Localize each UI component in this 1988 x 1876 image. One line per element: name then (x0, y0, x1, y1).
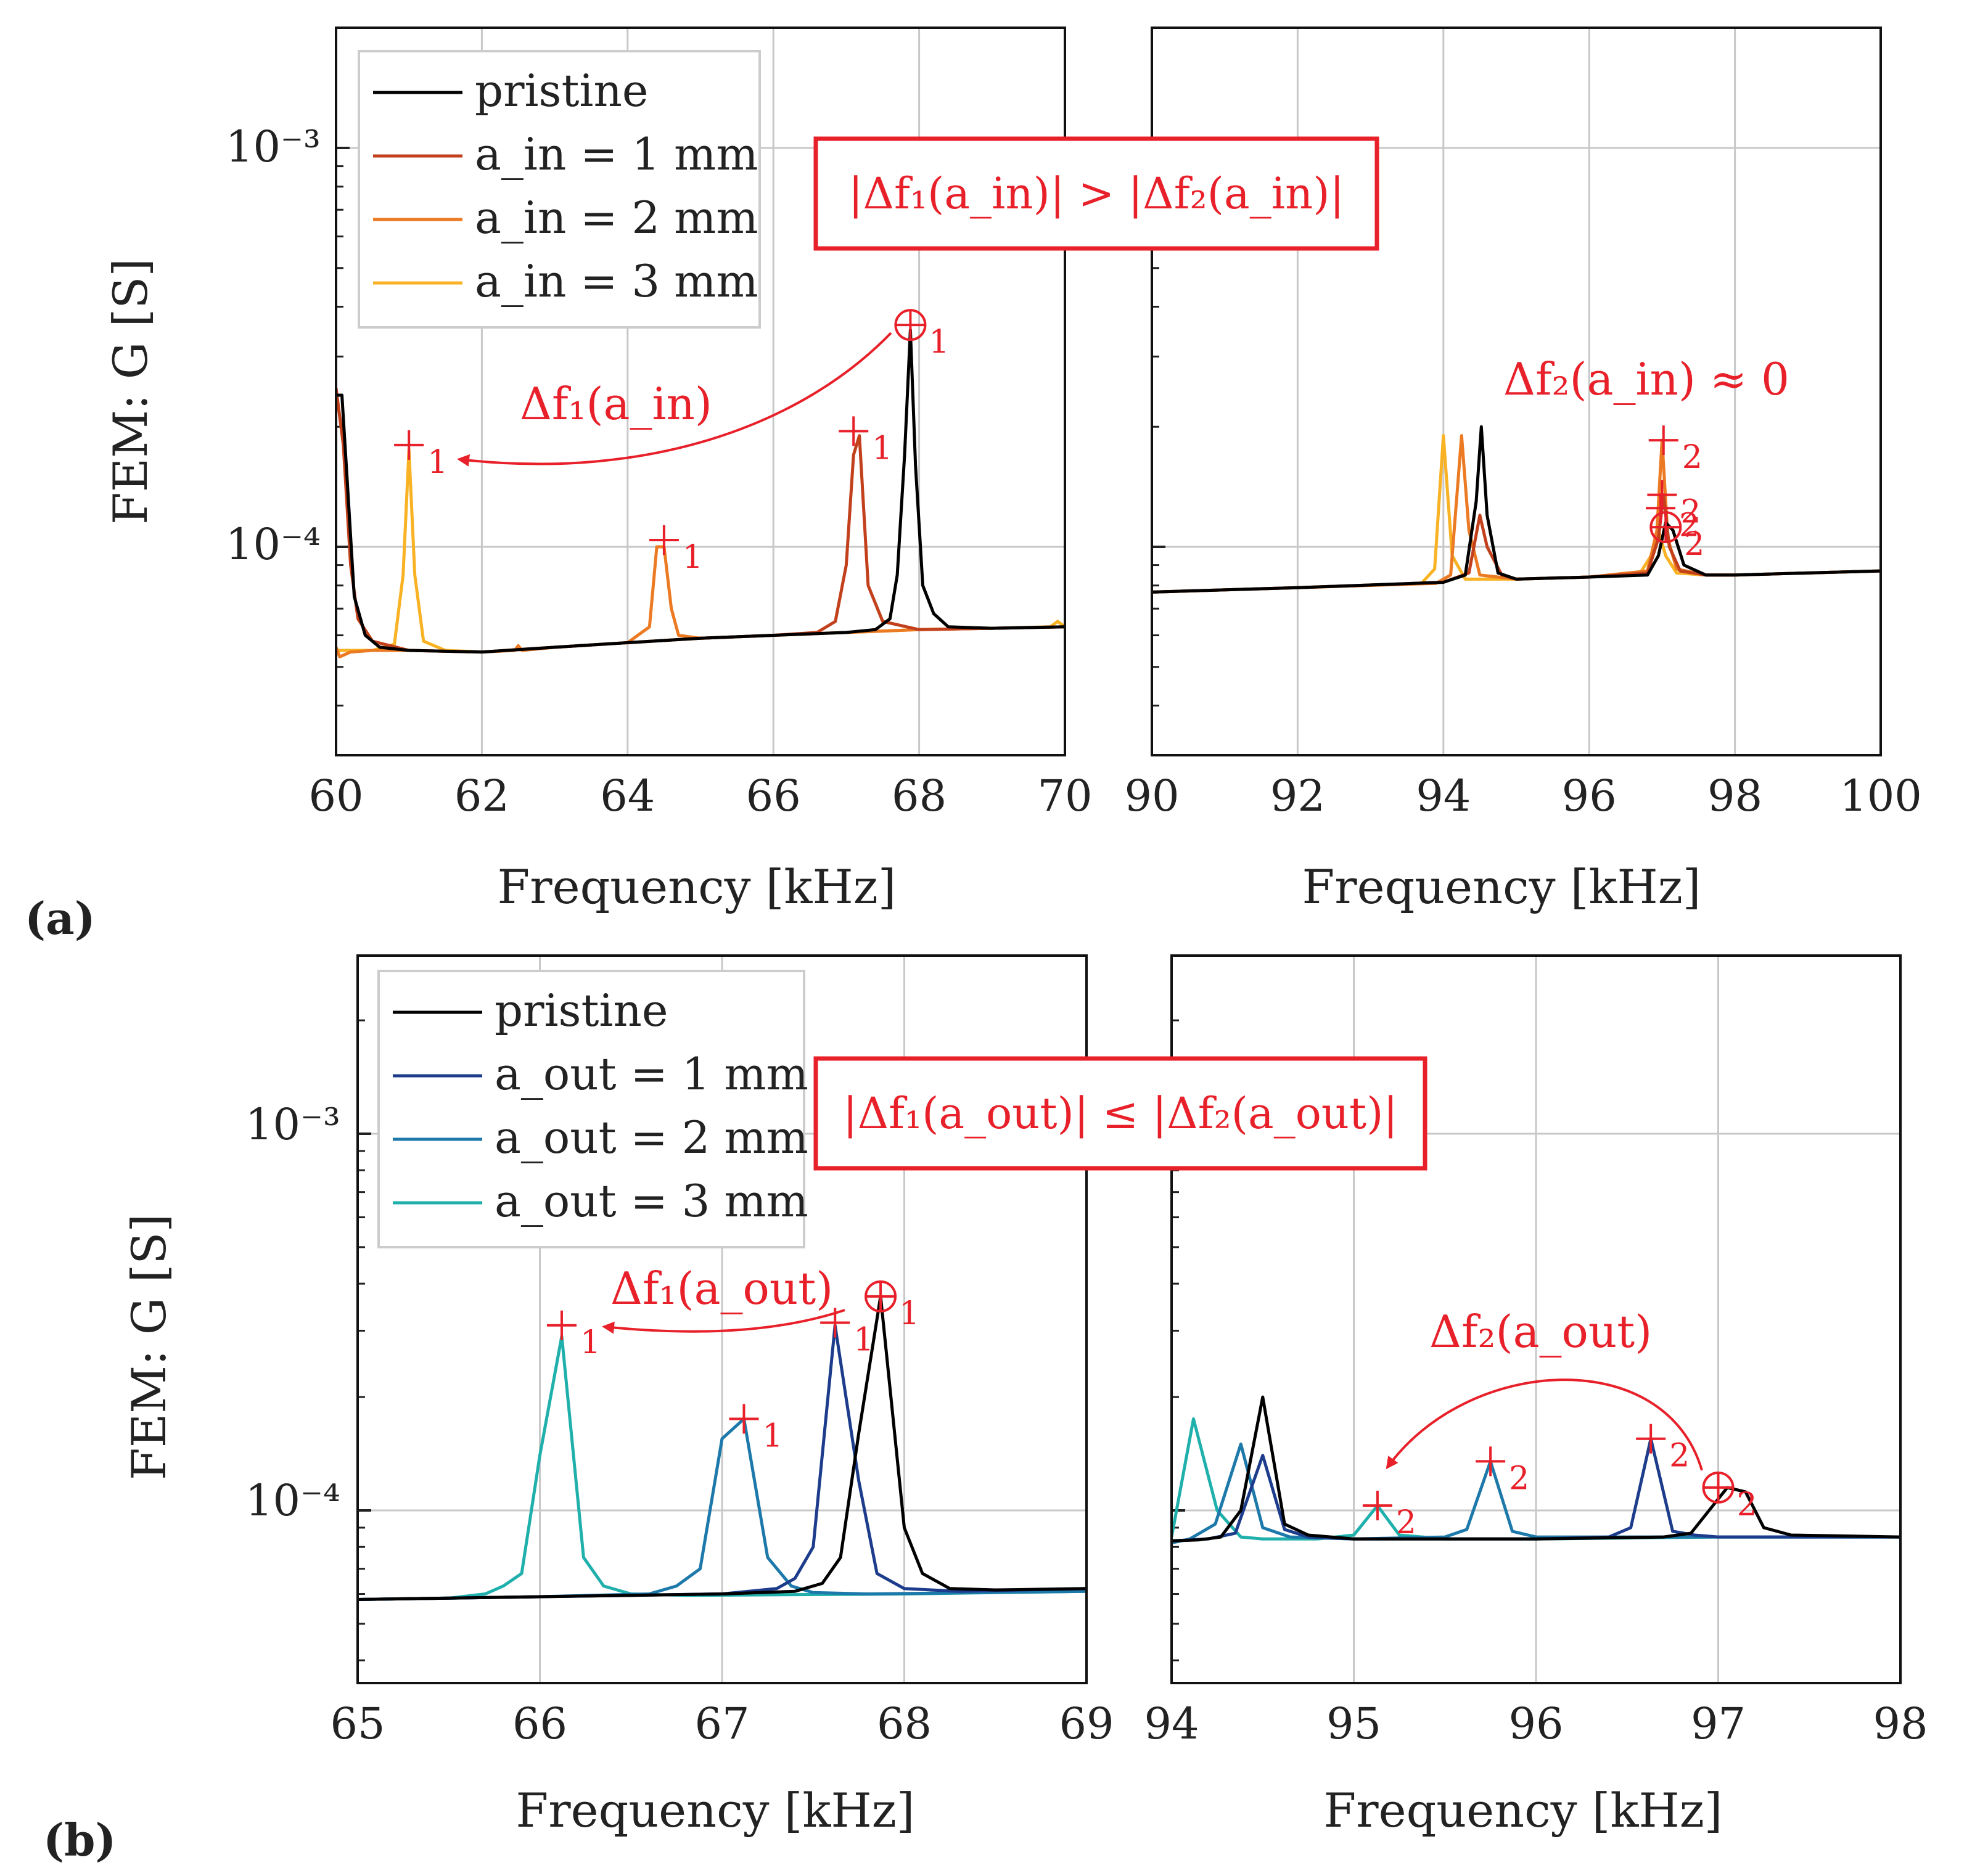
annotation-df1-out: Δf₁(a_out) (610, 1263, 833, 1314)
legend-a-item-1: a_in = 1 mm (475, 128, 758, 180)
peak-marker-label: 1 (899, 1295, 919, 1332)
series-line-a-in-2-mm (1152, 434, 1881, 594)
xtick-label: 97 (1691, 1698, 1746, 1749)
annotation-box-a: |Δf₁(a_in)| > |Δf₂(a_in)| (813, 136, 1379, 251)
xtick-label: 96 (1508, 1698, 1563, 1749)
ylabel-a: FEM: G [S] (103, 258, 158, 525)
peak-marker-label: 2 (1669, 1438, 1690, 1475)
annotation-df2-in: Δf₂(a_in) ≈ 0 (1503, 353, 1789, 405)
peak-marker-label: 2 (1737, 1486, 1757, 1523)
peak-marker-label: 2 (1396, 1504, 1416, 1541)
ytick-b-1e-4: 10⁻⁴ (245, 1475, 340, 1526)
xtick-label: 66 (746, 771, 801, 821)
xtick-label: 64 (600, 771, 655, 821)
series-line-a-in-3-mm (1152, 434, 1881, 594)
xtick-label: 94 (1144, 1698, 1199, 1749)
xlabel-a-right: Frequency [kHz] (1302, 859, 1701, 914)
xtick-label: 98 (1873, 1698, 1928, 1749)
peak-marker-label: 2 (1509, 1460, 1529, 1497)
xlabel-a-left: Frequency [kHz] (498, 859, 897, 914)
legend-a-item-0: pristine (475, 65, 648, 117)
xtick-label: 95 (1326, 1698, 1381, 1749)
legend-b-item-0: pristine (495, 985, 668, 1036)
peak-marker-label: 2 (1679, 507, 1699, 544)
peak-marker-label: 1 (853, 1322, 874, 1359)
xtick-label: 100 (1839, 771, 1922, 821)
legend-a-item-3: a_in = 3 mm (475, 255, 758, 307)
xtick-label: 94 (1416, 771, 1471, 821)
arrow-df2-out (1386, 1378, 1703, 1471)
legend-a: pristine a_in = 1 mm a_in = 2 mm a_in = … (358, 50, 761, 329)
svg-text:|Δf₁(a_in)| > |Δf₂(a_in)|: |Δf₁(a_in)| > |Δf₂(a_in)| (848, 168, 1344, 219)
ytick-a-1e-4: 10⁻⁴ (226, 519, 321, 570)
series-line-pristine (336, 328, 1065, 654)
xtick-label: 66 (512, 1698, 567, 1749)
xtick-label: 60 (308, 771, 363, 821)
plot-frame (356, 954, 1088, 1684)
series-line-pristine (1152, 425, 1881, 594)
xtick-label: 62 (454, 771, 509, 821)
ytick-b-1e-3: 10⁻³ (245, 1099, 340, 1150)
xtick-label: 67 (694, 1698, 749, 1749)
peak-marker-label: 1 (762, 1418, 782, 1455)
plot-frame (1151, 27, 1882, 756)
series-line-pristine (1172, 1395, 1900, 1542)
annotation-df1-in: Δf₁(a_in) (520, 378, 712, 430)
xlabel-b-left: Frequency [kHz] (516, 1783, 915, 1838)
peak-marker-label: 1 (427, 444, 448, 481)
svg-text:|Δf₁(a_out)| ≤ |Δf₂(a_out)|: |Δf₁(a_out)| ≤ |Δf₂(a_out)| (843, 1088, 1398, 1139)
xtick-label: 70 (1037, 771, 1092, 821)
xtick-label: 65 (330, 1698, 385, 1749)
panel-label-a: (a) (25, 892, 96, 944)
peak-marker-label: 1 (872, 430, 892, 467)
xtick-label: 69 (1059, 1698, 1114, 1749)
series-line-a-in-1-mm (1152, 493, 1881, 594)
peak-marker-label: 1 (929, 324, 949, 361)
ylabel-b: FEM: G [S] (121, 1214, 176, 1480)
plot-frame (335, 27, 1066, 756)
legend-a-item-2: a_in = 2 mm (475, 192, 758, 244)
xlabel-b-right: Frequency [kHz] (1324, 1783, 1723, 1838)
peak-marker-label: 1 (580, 1324, 601, 1361)
xtick-label: 90 (1124, 771, 1179, 821)
series-line-pristine (358, 1295, 1086, 1601)
plot-frame (1170, 954, 1902, 1684)
peak-marker-label: 2 (1682, 439, 1703, 476)
peak-marker-label: 2 (1684, 526, 1704, 563)
peak-marker-label: 1 (683, 539, 703, 576)
panel-label-b: (b) (43, 1814, 116, 1866)
legend-b-item-3: a_out = 3 mm (495, 1175, 808, 1227)
xtick-label: 98 (1707, 771, 1762, 821)
peak-marker-label: 2 (1680, 494, 1701, 531)
legend-b-item-2: a_out = 2 mm (495, 1112, 808, 1163)
legend-b: pristine a_out = 1 mm a_out = 2 mm a_out… (377, 970, 808, 1248)
xtick-label: 68 (892, 771, 947, 821)
xtick-label: 96 (1562, 771, 1617, 821)
arrow-df1-out (602, 1309, 845, 1334)
xtick-label: 92 (1270, 771, 1325, 821)
arrow-df1-in (457, 332, 892, 467)
ytick-a-1e-3: 10⁻³ (226, 121, 321, 172)
chart-b-left: 65 66 67 68 69 (330, 954, 1114, 1749)
xtick-label: 68 (877, 1698, 932, 1749)
annotation-box-b: |Δf₁(a_out)| ≤ |Δf₂(a_out)| (813, 1056, 1427, 1171)
legend-b-item-1: a_out = 1 mm (495, 1048, 808, 1100)
annotation-df2-out: Δf₂(a_out) (1429, 1306, 1652, 1358)
chart-a-right: 90 92 94 96 98 100 (1124, 27, 1922, 821)
